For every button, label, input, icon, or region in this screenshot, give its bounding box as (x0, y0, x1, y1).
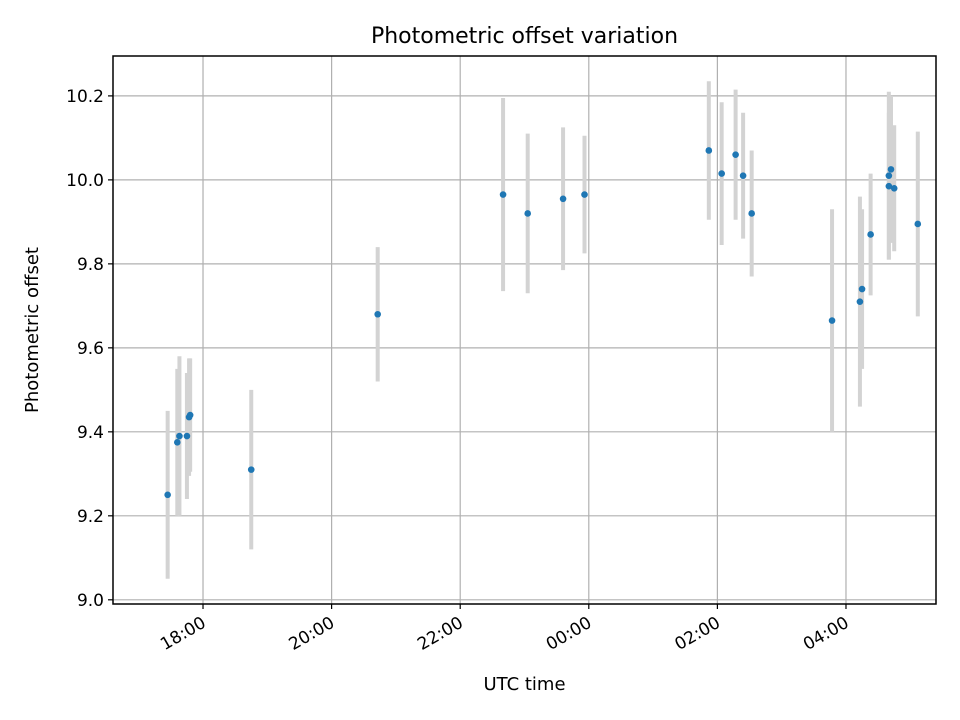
x-tick-label: 00:00 (543, 613, 595, 655)
x-tick-label: 22:00 (414, 613, 466, 655)
x-axis-label: UTC time (483, 674, 565, 695)
y-tick-label: 10.2 (66, 87, 104, 107)
data-point (885, 172, 893, 179)
chart-title: Photometric offset variation (371, 24, 678, 49)
y-tick-label: 9.4 (77, 423, 104, 443)
data-point (705, 147, 713, 154)
data-point (890, 184, 898, 192)
data-point (858, 285, 866, 293)
y-tick-label: 9.0 (77, 591, 104, 611)
data-point (867, 231, 874, 238)
data-points (164, 147, 922, 499)
data-point (524, 210, 532, 217)
data-point (374, 310, 381, 318)
data-point (173, 439, 181, 446)
y-tick-label: 10.0 (66, 171, 104, 191)
data-point (164, 491, 171, 499)
data-point (559, 195, 567, 203)
x-tick-label: 04:00 (800, 613, 852, 655)
y-tick-label: 9.2 (77, 507, 104, 527)
data-point (732, 151, 739, 158)
error-bars (165, 81, 920, 579)
data-point (176, 432, 183, 440)
data-point (856, 298, 864, 305)
x-axis-ticks: 18:00 20:00 22:00 00:00 02:00 04:00 (157, 604, 852, 655)
data-point (183, 432, 191, 440)
data-point (739, 172, 747, 179)
y-axis-label: Photometric offset (22, 247, 43, 413)
data-point (887, 166, 895, 173)
data-point (186, 411, 194, 419)
grid (113, 56, 936, 604)
data-point (748, 210, 755, 217)
plot-frame (112, 55, 937, 605)
data-point (247, 466, 255, 473)
data-point (914, 220, 922, 228)
data-point (499, 191, 507, 198)
data-point (581, 191, 588, 198)
y-axis-ticks: 9.0 9.2 9.4 9.6 9.8 10.0 10.2 (66, 87, 113, 611)
data-point (718, 170, 725, 177)
x-tick-label: 02:00 (671, 613, 723, 655)
y-tick-label: 9.6 (77, 339, 104, 359)
data-point (885, 182, 893, 190)
x-tick-label: 18:00 (157, 613, 209, 655)
data-point (828, 317, 836, 324)
y-tick-label: 9.8 (77, 255, 104, 275)
x-tick-label: 20:00 (286, 613, 338, 655)
